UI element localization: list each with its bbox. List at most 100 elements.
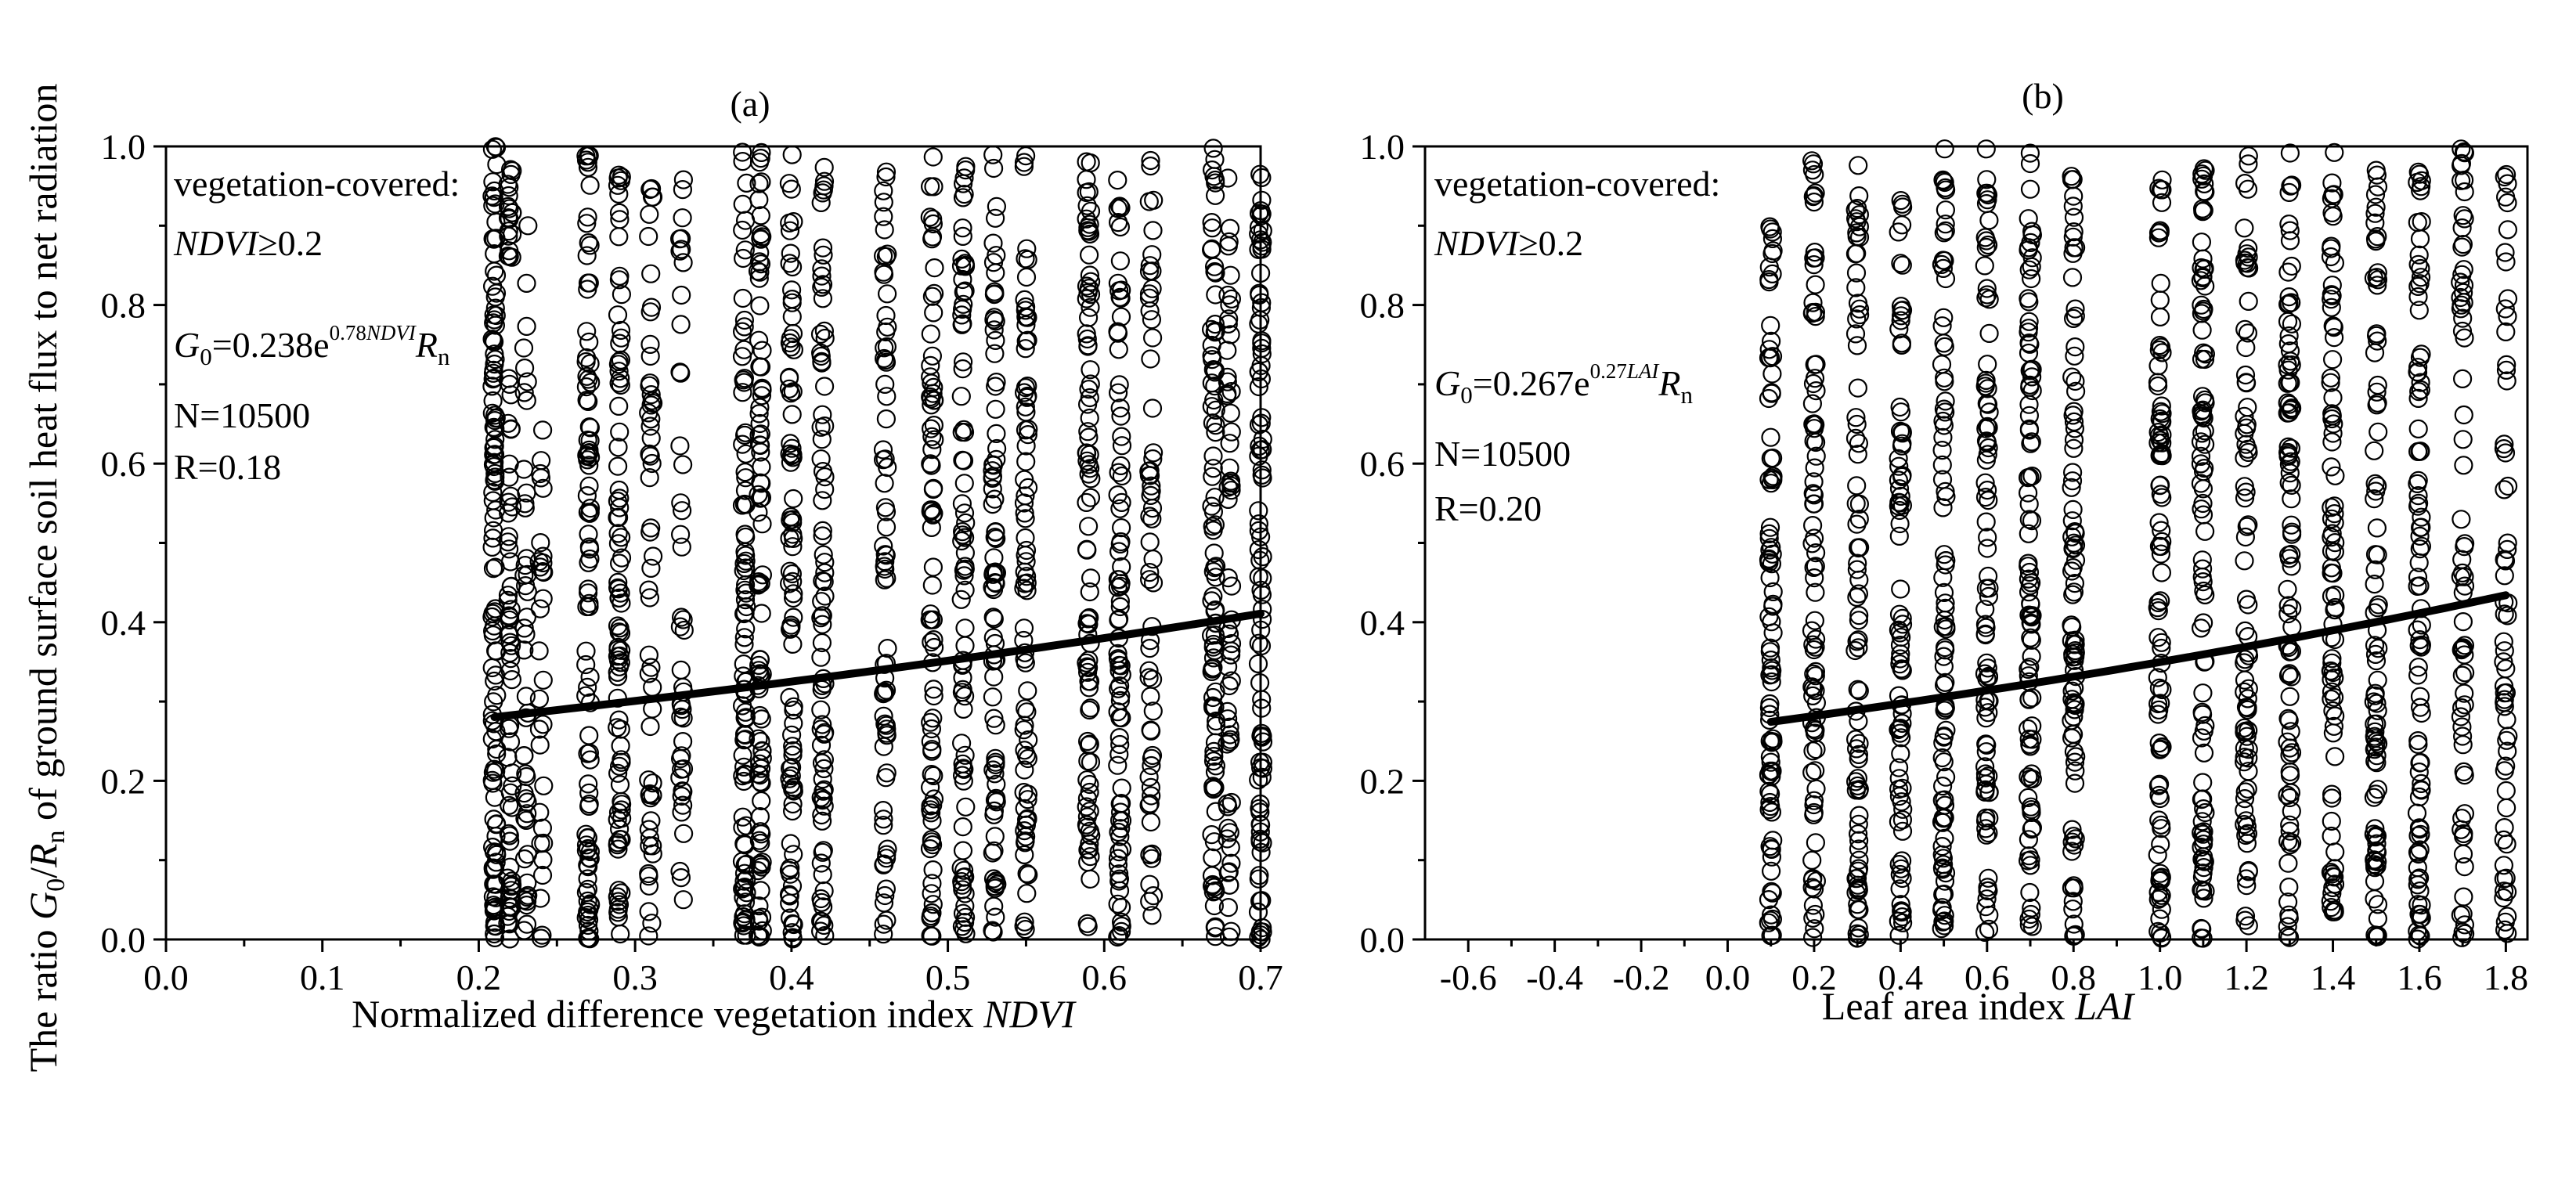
panel-b-point: [2148, 628, 2168, 647]
panel-a-point: [1142, 476, 1161, 496]
panel-b-point: [2367, 518, 2387, 538]
panel-b-point: [2452, 171, 2471, 190]
panel-a-point: [1080, 608, 1099, 628]
panel-a-point: [875, 474, 894, 493]
panel-a-point: [1205, 186, 1225, 205]
panel-a-point: [815, 563, 835, 582]
panel-a-point: [1108, 199, 1127, 218]
panel-a-point: [1112, 778, 1131, 798]
panel-a-point: [1206, 756, 1226, 776]
panel-b-point: [2321, 368, 2340, 388]
panel-b-point: [2064, 582, 2084, 602]
panel-a-point: [532, 925, 552, 945]
panel-a-point: [983, 479, 1002, 499]
panel-a-point: [671, 493, 691, 513]
panel-a-point: [1249, 539, 1268, 560]
panel-b-point: [2452, 139, 2471, 159]
panel-a-point: [781, 243, 800, 263]
panel-a-point: [956, 797, 976, 817]
panel-a-point: [1142, 328, 1163, 348]
panel-b-point: [1976, 139, 1996, 159]
panel-a-point: [671, 660, 691, 680]
panel-a-point: [1221, 645, 1241, 665]
panel-b-point: [1762, 672, 1781, 692]
panel-a-point: [672, 240, 691, 259]
panel-b-point: [2192, 320, 2212, 340]
panel-b-point: [2238, 824, 2257, 843]
panel-a-point: [921, 712, 940, 732]
panel-b-point: [2408, 485, 2428, 506]
panel-b-point: [1849, 538, 1868, 558]
panel-b-point: [2235, 527, 2255, 547]
panel-b-point: [2191, 446, 2211, 467]
panel-a-point: [954, 771, 973, 791]
panel-a-point: [1108, 755, 1127, 775]
panel-a-point: [1221, 325, 1240, 344]
panel-b-point: [2194, 822, 2213, 842]
panel-a-point: [749, 404, 769, 424]
panel-a-point: [1111, 897, 1131, 918]
panel-a-point: [611, 528, 631, 547]
panel-a-point: [952, 494, 972, 514]
panel-b-point: [2498, 174, 2517, 193]
panel-a-point: [1218, 314, 1238, 334]
panel-b-x-axis-label: Leaf area index LAI: [1822, 984, 2136, 1028]
panel-a-point: [641, 297, 662, 317]
panel-b-point: [1849, 434, 1868, 453]
panel-b-point: [2280, 687, 2300, 706]
panel-b-point: [2239, 916, 2258, 936]
panel-b-x-tick-label: -0.6: [1440, 957, 1497, 997]
panel-a-point: [641, 385, 661, 405]
panel-b-point: [2323, 207, 2343, 226]
panel-b-point: [1934, 647, 1954, 666]
panel-b-point: [2451, 707, 2470, 727]
panel-b-point: [2455, 143, 2474, 163]
panel-b-point: [2408, 496, 2428, 516]
panel-a-point: [983, 456, 1003, 475]
panel-a-point: [737, 883, 756, 903]
panel-b-point: [2238, 323, 2257, 343]
panel-a-point: [922, 227, 943, 247]
panel-b-point: [2152, 443, 2172, 463]
panel-b-point: [1889, 620, 1908, 640]
panel-a-point: [580, 236, 600, 255]
panel-a-point: [983, 577, 1002, 597]
panel-b-point: [2193, 559, 2213, 579]
panel-a-point: [1140, 532, 1160, 552]
panel-b-point: [1892, 661, 1912, 680]
panel-b-point: [2022, 819, 2041, 839]
panel-a-point: [752, 378, 772, 398]
panel-b-point: [2020, 658, 2040, 677]
panel-a-point: [516, 624, 536, 644]
panel-b-point: [1975, 664, 1995, 683]
panel-a-point: [1205, 315, 1225, 334]
panel-a-point: [784, 777, 803, 798]
panel-a-point: [673, 824, 694, 843]
panel-a-point: [1018, 681, 1037, 701]
panel-b-point: [2022, 606, 2042, 626]
panel-a-point: [642, 453, 662, 474]
panel-b-point: [2367, 842, 2387, 862]
panel-a-point: [1080, 802, 1099, 821]
panel-a-point: [672, 802, 691, 822]
panel-b-point: [2195, 521, 2215, 541]
panel-a-point: [752, 604, 771, 623]
panel-b-point: [1892, 627, 1911, 647]
panel-a-point: [1016, 267, 1037, 287]
panel-b-point: [2063, 463, 2083, 482]
panel-b-point: [1889, 812, 1908, 831]
panel-b-point: [2365, 560, 2385, 579]
panel-b-point: [2494, 869, 2513, 889]
panel-b-point: [2282, 475, 2301, 496]
panel-a-point: [984, 841, 1004, 860]
panel-b-point: [1892, 851, 1912, 871]
panel-b-point: [1806, 307, 1825, 326]
panel-b-point: [2150, 909, 2170, 928]
panel-b-point: [1934, 884, 1954, 904]
panel-b-point: [1891, 744, 1910, 763]
panel-b-point: [1762, 331, 1781, 351]
panel-b-point: [2452, 265, 2472, 284]
panel-b-point: [1761, 650, 1780, 670]
panel-b-point: [2410, 576, 2430, 596]
panel-a-point: [515, 494, 535, 514]
